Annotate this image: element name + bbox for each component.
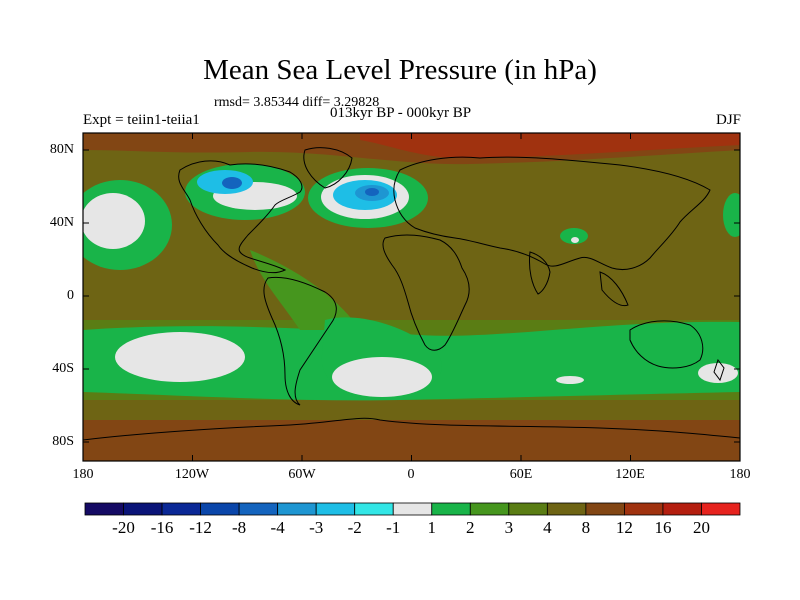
- coast-new-zealand: [713, 358, 725, 382]
- antarctic-brown-band: [83, 420, 740, 461]
- indian-ocean-white: [556, 376, 584, 384]
- colorbar-label: -4: [270, 518, 285, 537]
- coast-eurasia: [393, 156, 711, 271]
- coast-india: [529, 251, 551, 295]
- tibet-green: [560, 228, 588, 244]
- coast-southeast-asia: [599, 271, 629, 307]
- colorbar-swatch: [431, 502, 471, 516]
- colorbar-swatch: [546, 502, 587, 516]
- colorbar-swatch: [84, 502, 124, 516]
- y-tick-40n: 40N: [49, 215, 74, 230]
- x-tick-60w: 60W: [288, 467, 316, 482]
- x-tick-180-left: 180: [72, 467, 94, 482]
- coast-antarctica: [83, 417, 740, 441]
- y-tick-80n: 80N: [49, 142, 74, 157]
- colorbar-label: 20: [692, 518, 710, 537]
- coast-north-america: [178, 160, 303, 274]
- colorbar-swatch: [200, 502, 240, 516]
- y-tick-0: 0: [67, 288, 74, 303]
- pacific-olive-tongue: [250, 250, 360, 330]
- season-label: DJF: [715, 112, 741, 128]
- tibet-white: [571, 237, 579, 243]
- colorbar-label: -1: [386, 518, 401, 537]
- colorbar-swatch: [238, 502, 279, 516]
- colorbar-label: 1: [427, 518, 437, 537]
- north-pacific-white: [83, 193, 145, 249]
- colorbar-label: 2: [466, 518, 475, 537]
- colorbar-swatch: [392, 502, 433, 516]
- x-tick-120e: 120E: [615, 467, 645, 482]
- arctic-red-band: [360, 133, 740, 158]
- colorbar-label: 16: [654, 518, 672, 537]
- x-tick-0: 0: [407, 467, 415, 482]
- colorbar-swatch: [469, 502, 510, 516]
- colorbar-swatch: [624, 502, 664, 516]
- coastlines: [83, 147, 740, 441]
- rmsd-diff-stats: rmsd= 3.85344 diff= 3.29828: [214, 95, 380, 110]
- axis-ticks: [82, 133, 741, 461]
- colorbar-swatch: [354, 502, 394, 516]
- north-atlantic-deep-blue: [365, 188, 379, 196]
- x-tick-120w: 120W: [174, 467, 210, 482]
- colorbar-swatch: [662, 502, 702, 516]
- colorbar-label: -12: [189, 518, 212, 537]
- tasman-white: [698, 363, 738, 383]
- y-tick-80s: 80S: [52, 434, 74, 449]
- colorbar-label: 3: [504, 518, 514, 537]
- colorbar-label: -2: [347, 518, 362, 537]
- map-title: Mean Sea Level Pressure (in hPa): [203, 54, 597, 86]
- x-tick-180-right: 180: [729, 467, 751, 482]
- coast-greenland: [303, 147, 353, 189]
- colorbar-swatch: [315, 502, 356, 516]
- coast-australia: [629, 320, 704, 369]
- y-tick-40s: 40S: [52, 361, 74, 376]
- colorbar-label: 4: [543, 518, 552, 537]
- pressure-field: [83, 133, 740, 461]
- colorbar-label: -8: [232, 518, 247, 537]
- coast-south-america: [263, 276, 337, 406]
- colorbar: [84, 502, 741, 516]
- colorbar-swatch: [161, 502, 201, 516]
- colorbar-swatch: [508, 502, 548, 516]
- colorbar-label: 12: [615, 518, 633, 537]
- colorbar-label: -3: [309, 518, 324, 537]
- colorbar-swatch: [277, 502, 317, 516]
- colorbar-label: -16: [150, 518, 174, 537]
- colorbar-label: 8: [581, 518, 591, 537]
- colorbar-swatch: [585, 502, 625, 516]
- x-tick-60e: 60E: [509, 467, 533, 482]
- colorbar-label: -20: [112, 518, 135, 537]
- south-pacific-white: [115, 332, 245, 382]
- south-atlantic-white: [332, 357, 432, 397]
- west-pacific-green: [723, 193, 740, 237]
- period-label: 013kyr BP - 000kyr BP: [330, 105, 472, 121]
- coast-africa: [382, 234, 470, 351]
- colorbar-swatch: [701, 502, 741, 516]
- experiment-label: Expt = teiin1-teiia1: [83, 112, 200, 128]
- colorbar-swatch: [123, 502, 163, 516]
- hudson-deep-blue: [222, 177, 242, 189]
